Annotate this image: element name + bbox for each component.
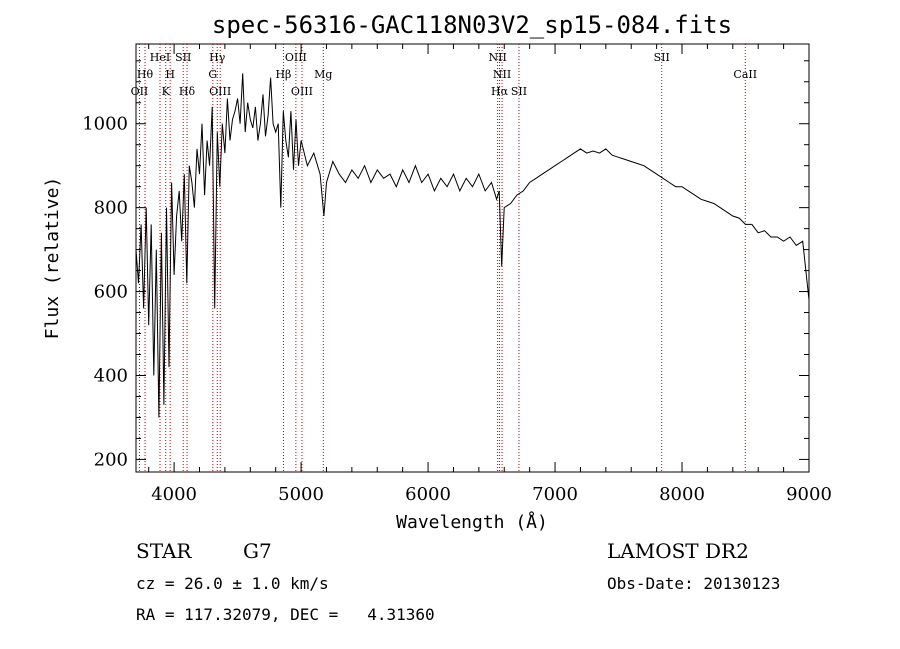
x-tick-label: 4000 bbox=[151, 484, 197, 505]
spectral-line-label: Hθ bbox=[137, 68, 154, 81]
coordinates-text: RA = 117.32079, DEC = 4.31360 bbox=[136, 605, 435, 624]
x-axis-ticks: 4000 5000 6000 7000 8000 9000 bbox=[148, 44, 832, 505]
x-tick-label: 7000 bbox=[532, 484, 578, 505]
obs-date-text: Obs-Date: 20130123 bbox=[607, 574, 780, 593]
redshift-text: cz = 26.0 ± 1.0 km/s bbox=[136, 574, 329, 593]
y-tick-label: 400 bbox=[94, 365, 128, 386]
object-subclass: G7 bbox=[243, 539, 272, 563]
spectral-line-label: CaII bbox=[733, 68, 757, 81]
spectrum-series-line bbox=[135, 73, 810, 418]
y-axis-ticks: 200 400 600 800 1000 bbox=[82, 60, 809, 470]
spectral-line-label: HeI bbox=[150, 51, 170, 64]
spectral-line-label: NII bbox=[493, 68, 511, 81]
x-tick-label: 8000 bbox=[659, 484, 705, 505]
y-tick-label: 800 bbox=[94, 198, 128, 219]
spectral-line-label: NII bbox=[488, 51, 506, 64]
spectral-line-labels: OIIHθHeIKHSIIHδHγGOIIIHβOIIIOIIIMgNIINII… bbox=[131, 51, 758, 98]
x-axis-label: Wavelength (Å) bbox=[396, 511, 548, 533]
spectral-line-label: Hγ bbox=[209, 51, 226, 64]
spectral-line-label: Mg bbox=[314, 68, 332, 81]
spectral-line-label: OII bbox=[131, 85, 149, 98]
y-tick-label: 1000 bbox=[82, 114, 128, 135]
spectral-line-label: SII bbox=[654, 51, 670, 64]
spectral-line-markers bbox=[138, 44, 746, 472]
spectral-line-label: SII bbox=[175, 51, 191, 64]
spectral-line-label: OIII bbox=[291, 85, 313, 98]
spectral-line-label: OIII bbox=[209, 85, 231, 98]
plot-frame bbox=[135, 43, 810, 473]
y-tick-label: 200 bbox=[94, 449, 128, 470]
survey-label: LAMOST DR2 bbox=[607, 539, 749, 563]
x-tick-label: 9000 bbox=[786, 484, 832, 505]
spectral-line-label: G bbox=[208, 68, 217, 81]
spectral-line-label: Hα bbox=[491, 85, 509, 98]
chart-title: spec-56316-GAC118N03V2_sp15-084.fits bbox=[212, 11, 732, 39]
spectral-line-label: H bbox=[165, 68, 175, 81]
spectral-line-label: SII bbox=[511, 85, 527, 98]
spectral-line-label: OIII bbox=[285, 51, 307, 64]
object-class: STAR bbox=[136, 539, 192, 563]
spectral-line-label: Hβ bbox=[275, 68, 291, 81]
y-axis-label: Flux (relative) bbox=[42, 177, 63, 340]
y-tick-label: 600 bbox=[94, 282, 128, 303]
spectral-line-label: Hδ bbox=[179, 85, 196, 98]
x-tick-label: 6000 bbox=[405, 484, 451, 505]
x-tick-label: 5000 bbox=[278, 484, 324, 505]
spectral-line-label: K bbox=[162, 85, 171, 98]
